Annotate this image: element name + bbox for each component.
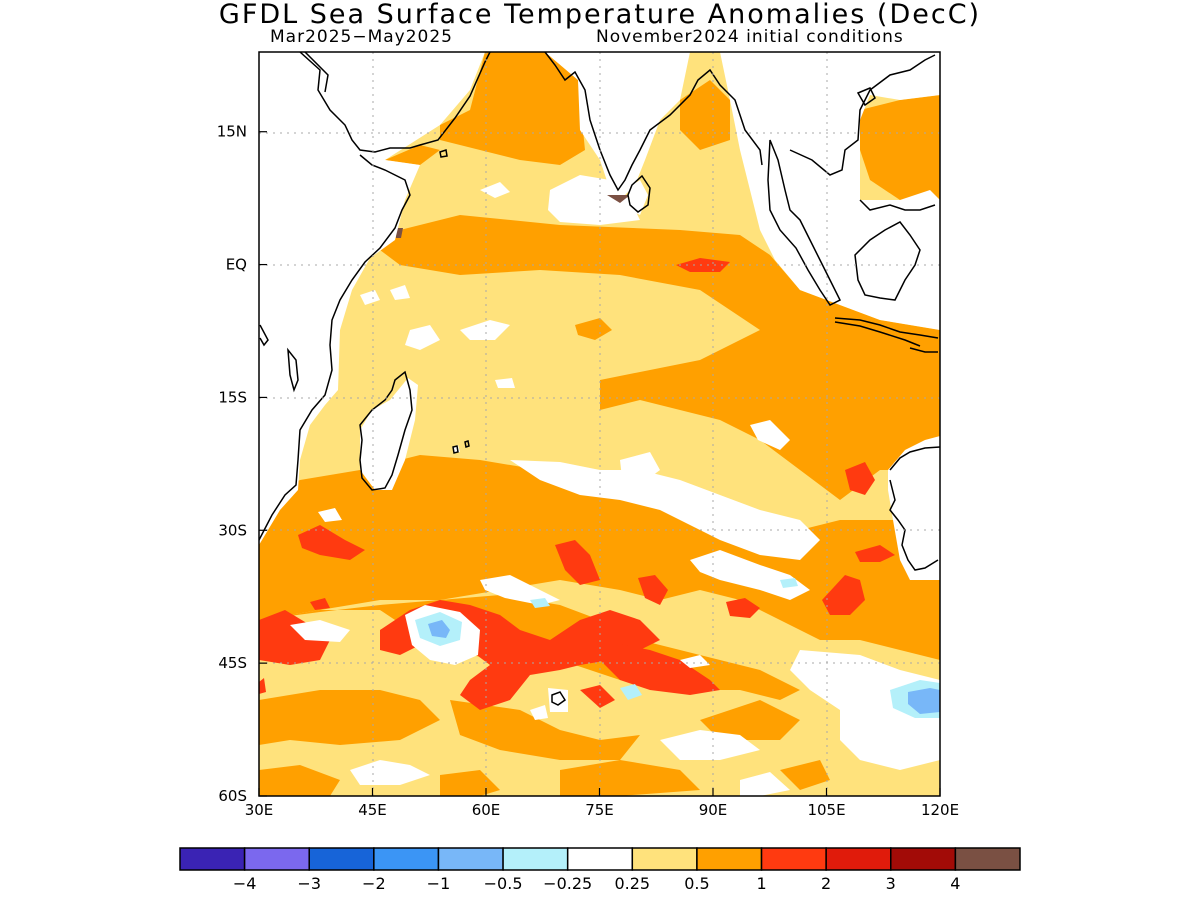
contour-high bbox=[396, 195, 630, 238]
colorbar-label: 3 bbox=[886, 874, 896, 893]
colorbar-swatch bbox=[696, 847, 763, 871]
x-tick-label: 120E bbox=[921, 801, 959, 819]
colorbar-swatch bbox=[502, 847, 569, 871]
contour-neutral bbox=[290, 175, 940, 796]
colorbar-swatch bbox=[566, 847, 634, 871]
colorbar-swatch bbox=[760, 847, 827, 871]
x-tick-label: 90E bbox=[699, 801, 728, 819]
x-tick-label: 75E bbox=[585, 801, 614, 819]
colorbar-label: −2 bbox=[362, 874, 386, 893]
colorbar-label: 2 bbox=[821, 874, 831, 893]
grid-lines bbox=[259, 52, 940, 796]
y-tick-label: 60S bbox=[218, 787, 247, 805]
colorbar-swatch bbox=[437, 847, 504, 871]
colorbar-swatch bbox=[825, 847, 892, 871]
colorbar-label: 0.5 bbox=[684, 874, 709, 893]
contour-neg05 bbox=[428, 620, 940, 714]
colorbar-label: −4 bbox=[233, 874, 257, 893]
colorbar-label: −3 bbox=[297, 874, 321, 893]
y-tick-label: 30S bbox=[218, 521, 247, 539]
colorbar-label: −1 bbox=[427, 874, 451, 893]
colorbar-label: −0.25 bbox=[543, 874, 592, 893]
axis-ticks: 30E 45E 60E 75E 90E 105E 120E 15N EQ 15S 30S 45S 60S bbox=[217, 123, 959, 819]
colorbar: −4 −3 −2 −1 −0.5 −0.25 0.25 0.5 1 2 3 4 bbox=[179, 847, 1021, 893]
colorbar-swatch bbox=[954, 847, 1021, 871]
initial-conditions: November2024 initial conditions bbox=[596, 27, 904, 47]
y-tick-label: 45S bbox=[218, 654, 247, 672]
x-tick-label: 105E bbox=[807, 801, 845, 819]
colorbar-swatch bbox=[243, 847, 310, 871]
colorbar-swatch bbox=[890, 847, 957, 871]
colorbar-swatch bbox=[631, 847, 698, 871]
y-tick-label: 15S bbox=[218, 388, 247, 406]
x-tick-label: 30E bbox=[245, 801, 274, 819]
land-mask bbox=[259, 52, 940, 712]
x-tick-label: 45E bbox=[358, 801, 387, 819]
colorbar-label: 0.25 bbox=[614, 874, 650, 893]
colorbar-label: 1 bbox=[756, 874, 766, 893]
map-field bbox=[259, 52, 940, 796]
colorbar-swatch bbox=[308, 847, 375, 871]
y-tick-label: EQ bbox=[226, 256, 247, 274]
colorbar-swatch bbox=[373, 847, 440, 871]
y-tick-label: 15N bbox=[217, 123, 247, 141]
x-tick-label: 60E bbox=[472, 801, 501, 819]
colorbar-label: −0.5 bbox=[484, 874, 523, 893]
chart-title: GFDL Sea Surface Temperature Anomalies (… bbox=[218, 0, 982, 30]
colorbar-label: 4 bbox=[950, 874, 960, 893]
colorbar-swatch bbox=[179, 847, 246, 871]
forecast-period: Mar2025−May2025 bbox=[270, 27, 453, 47]
